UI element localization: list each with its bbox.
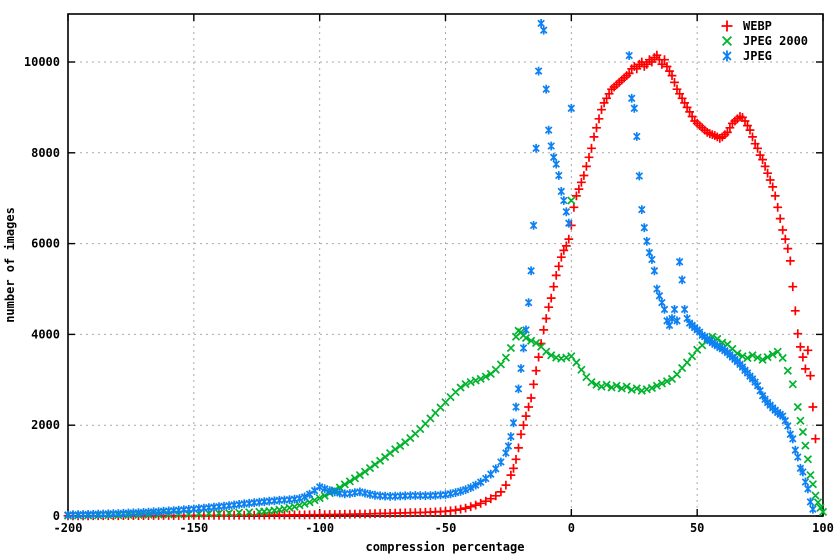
legend-marker-cross-icon bbox=[721, 35, 733, 47]
x-tick-label: -50 bbox=[435, 521, 457, 535]
y-tick-label: 0 bbox=[53, 509, 60, 523]
legend-label-jpeg2000: JPEG 2000 bbox=[743, 34, 808, 48]
y-tick-label: 4000 bbox=[31, 327, 60, 341]
data-points bbox=[63, 19, 828, 521]
legend-marker-plus-icon bbox=[721, 20, 733, 32]
legend-label-jpeg: JPEG bbox=[743, 49, 772, 63]
gridlines bbox=[68, 14, 823, 516]
y-tick-label: 2000 bbox=[31, 418, 60, 432]
x-tick-label: -150 bbox=[179, 521, 208, 535]
y-axis-title: number of images bbox=[3, 207, 17, 323]
y-tick-label: 10000 bbox=[24, 55, 60, 69]
y-tick-label: 6000 bbox=[31, 237, 60, 251]
x-tick-label: 50 bbox=[690, 521, 704, 535]
x-tick-label: -200 bbox=[54, 521, 83, 535]
axis-ticks: -200 -150 -100 -50 0 50 100 0 2000 4000 6000 8000 10… bbox=[24, 14, 834, 535]
series-points-jpeg bbox=[64, 19, 817, 520]
legend-item-webp: WEBP bbox=[721, 19, 772, 33]
x-tick-label: 100 bbox=[812, 521, 834, 535]
legend-item-jpeg2000: JPEG 2000 bbox=[721, 34, 808, 48]
legend: WEBP JPEG 2000 JPEG bbox=[721, 19, 808, 63]
series-points-webp bbox=[63, 50, 820, 521]
legend-item-jpeg: JPEG bbox=[722, 49, 772, 63]
x-tick-label: 0 bbox=[568, 521, 575, 535]
legend-marker-asterisk-icon bbox=[722, 50, 732, 62]
x-tick-label: -100 bbox=[305, 521, 334, 535]
legend-label-webp: WEBP bbox=[743, 19, 772, 33]
plot-border bbox=[67, 13, 824, 517]
y-tick-label: 8000 bbox=[31, 146, 60, 160]
x-axis-title: compression percentage bbox=[366, 540, 525, 554]
